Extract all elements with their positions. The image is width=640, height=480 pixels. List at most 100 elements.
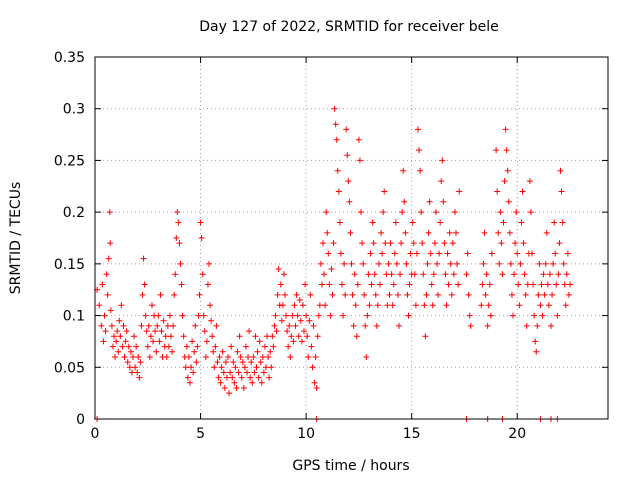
data-point-marker	[413, 250, 420, 257]
data-point-marker	[532, 338, 539, 345]
data-point-marker	[425, 229, 432, 236]
data-point-marker	[162, 333, 169, 340]
data-point-marker	[354, 281, 361, 288]
data-point-marker	[341, 260, 348, 267]
data-point-marker	[508, 291, 515, 298]
data-point-marker	[332, 121, 339, 128]
data-point-marker	[238, 374, 245, 381]
data-point-marker	[401, 198, 408, 205]
data-point-marker	[565, 291, 572, 298]
data-point-marker	[274, 291, 281, 298]
data-point-marker	[393, 260, 400, 267]
data-point-marker	[178, 281, 185, 288]
data-point-marker	[512, 240, 519, 247]
data-point-marker	[203, 338, 210, 345]
data-point-marker	[314, 333, 321, 340]
data-point-marker	[515, 281, 522, 288]
data-point-marker	[320, 240, 326, 247]
data-point-marker	[527, 209, 534, 216]
data-point-marker	[443, 302, 450, 309]
data-point-marker	[252, 333, 259, 340]
data-point-marker	[410, 240, 417, 247]
data-point-marker	[400, 167, 407, 174]
data-point-marker	[184, 374, 191, 381]
data-point-marker	[432, 209, 439, 216]
data-point-marker	[373, 322, 380, 329]
data-point-marker	[372, 291, 379, 298]
y-axis-ticks: 0 0.05 0.1 0.15 0.2 0.25 0.3 0.35	[54, 50, 608, 428]
data-point-marker	[397, 271, 404, 278]
data-point-marker	[260, 369, 267, 376]
data-point-marker	[336, 219, 343, 226]
data-point-marker	[330, 240, 337, 247]
data-point-marker	[398, 240, 405, 247]
data-point-marker	[277, 281, 284, 288]
data-point-marker	[484, 322, 491, 329]
data-point-marker	[441, 240, 448, 247]
data-point-marker	[285, 343, 292, 350]
data-point-marker	[228, 343, 235, 350]
data-point-marker	[103, 271, 110, 278]
data-point-marker	[191, 348, 198, 355]
data-point-marker	[439, 157, 446, 164]
data-point-marker	[242, 343, 249, 350]
data-point-marker	[326, 281, 333, 288]
data-point-marker	[479, 281, 486, 288]
data-point-marker	[329, 291, 336, 298]
data-point-marker	[447, 260, 454, 267]
data-point-marker	[220, 369, 227, 376]
data-point-marker	[270, 343, 277, 350]
data-point-marker	[295, 333, 302, 340]
data-point-marker	[350, 322, 357, 329]
data-point-marker	[211, 364, 218, 371]
data-point-marker	[446, 229, 453, 236]
data-point-marker	[454, 260, 461, 267]
data-point-marker	[342, 291, 349, 298]
data-point-marker	[378, 229, 385, 236]
data-point-marker	[272, 312, 279, 319]
data-point-marker	[193, 359, 200, 366]
data-point-marker	[126, 364, 133, 371]
data-point-marker	[567, 281, 573, 288]
data-point-marker	[296, 297, 303, 304]
data-point-marker	[286, 322, 293, 329]
data-point-marker	[467, 322, 474, 329]
data-point-marker	[501, 178, 508, 185]
data-point-marker	[409, 219, 416, 226]
data-point-marker	[245, 353, 252, 360]
data-point-marker	[225, 353, 231, 360]
x-tick-label: 5	[196, 426, 205, 442]
data-point-marker	[140, 255, 147, 262]
data-point-marker	[391, 250, 398, 257]
data-point-marker	[518, 219, 525, 226]
data-point-marker	[498, 240, 505, 247]
data-point-marker	[290, 338, 297, 345]
data-point-marker	[173, 235, 180, 241]
x-axis-label: GPS time / hours	[292, 458, 409, 474]
data-point-marker	[232, 364, 239, 371]
data-point-marker	[362, 322, 369, 329]
data-point-marker	[424, 260, 431, 267]
data-point-marker	[292, 322, 299, 329]
data-point-marker	[166, 312, 173, 319]
data-point-marker	[118, 302, 125, 309]
data-point-marker	[335, 188, 342, 195]
data-point-marker	[464, 250, 471, 257]
data-point-marker	[384, 302, 391, 309]
data-point-marker	[255, 374, 262, 381]
data-point-marker	[563, 271, 570, 278]
data-point-marker	[124, 359, 131, 366]
data-point-marker	[175, 219, 182, 226]
data-point-marker	[520, 240, 527, 247]
y-tick-label: 0.05	[54, 360, 85, 376]
data-point-marker	[169, 348, 176, 355]
data-point-marker	[504, 167, 511, 174]
data-point-marker	[254, 348, 261, 355]
data-point-marker	[146, 353, 153, 360]
data-point-marker	[289, 312, 296, 319]
data-point-marker	[417, 167, 424, 174]
data-point-marker	[155, 312, 162, 319]
data-point-marker	[227, 369, 234, 376]
data-point-marker	[416, 147, 423, 154]
data-point-marker	[325, 250, 332, 257]
